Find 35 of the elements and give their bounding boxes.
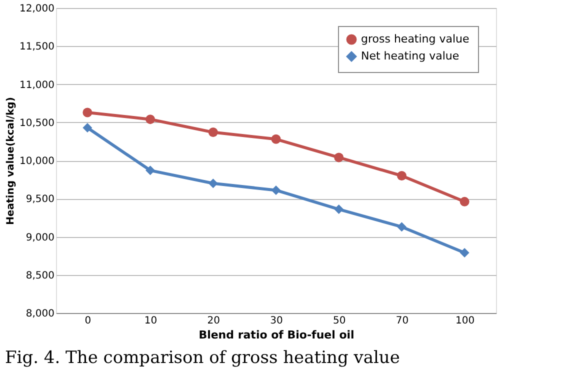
x-axis-title: Blend ratio of Bio-fuel oil <box>198 328 354 342</box>
y-axis-title: Heating value(kcal/kg) <box>6 97 17 225</box>
x-tick-label: 0 <box>84 316 92 326</box>
point <box>396 222 406 232</box>
point <box>460 248 470 258</box>
y-tick-label: 11,000 <box>20 80 54 91</box>
point <box>271 134 281 144</box>
y-tick-label: 9,500 <box>26 194 54 206</box>
x-tick-label: 70 <box>396 316 409 326</box>
point <box>208 128 218 138</box>
point <box>146 114 156 124</box>
point <box>82 122 92 132</box>
point <box>271 185 281 195</box>
point <box>334 152 344 162</box>
y-tick-label: 8,500 <box>26 270 54 282</box>
y-tick-label: 10,000 <box>20 156 54 167</box>
y-tick-label: 12,000 <box>20 4 54 14</box>
point <box>334 204 344 214</box>
x-tick-label: 50 <box>332 316 346 326</box>
x-tick-label: 30 <box>270 316 283 326</box>
x-tick-label: 100 <box>456 316 475 326</box>
legend-label: gross heating value <box>361 32 470 46</box>
x-tick-label: 20 <box>207 316 220 326</box>
legend-label: Net heating value <box>361 50 460 62</box>
x-tick-label: 10 <box>144 316 158 326</box>
y-tick-label: 8,000 <box>26 308 54 320</box>
y-tick-label: 10,500 <box>20 118 54 129</box>
point <box>82 108 92 118</box>
point <box>396 171 406 180</box>
y-tick-label: 9,000 <box>26 232 54 244</box>
point <box>146 166 156 176</box>
point <box>208 178 218 188</box>
caption: Fig. 4. The comparison of gross heating value <box>5 348 400 368</box>
y-tick-label: 11,500 <box>20 42 54 53</box>
point <box>460 196 470 206</box>
